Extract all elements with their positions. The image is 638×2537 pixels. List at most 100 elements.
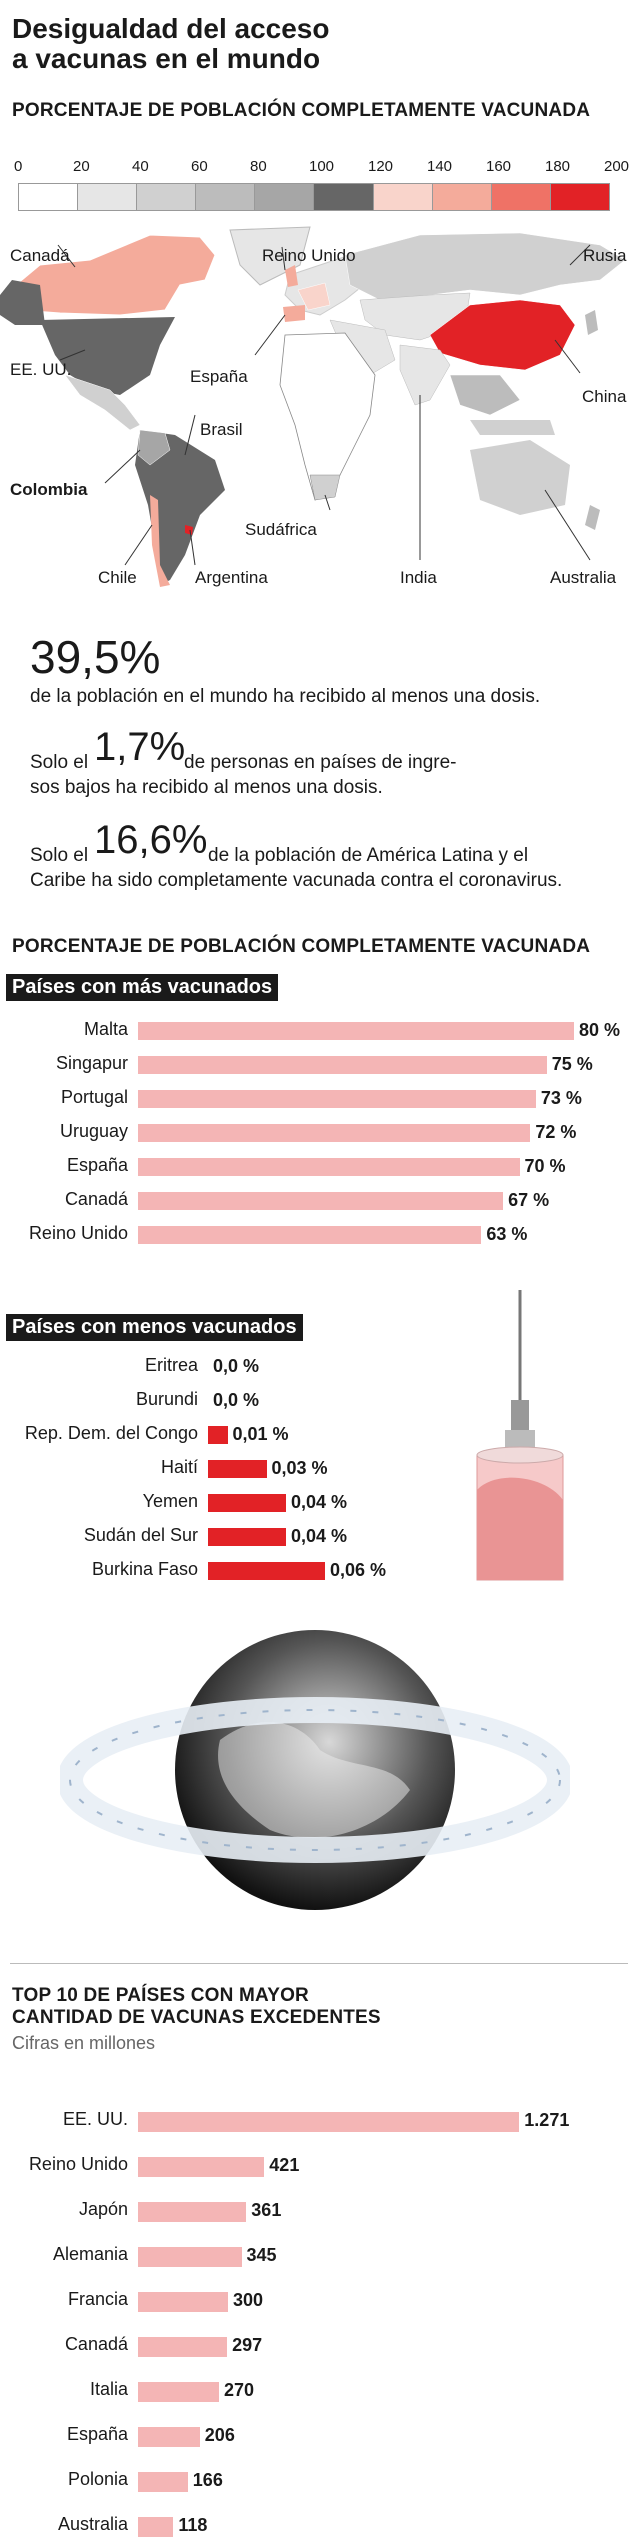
bar-label: Burundi (135, 1389, 198, 1409)
bar-value: 0,03 % (271, 1458, 328, 1478)
map-australia (470, 440, 570, 515)
scale-label: 140 (427, 158, 453, 175)
stat-2-pre: Solo el (30, 752, 89, 773)
bar-value: 80 % (579, 1020, 621, 1040)
bar-label: Japón (78, 2199, 128, 2219)
stat-2-text-1: de personas en países de ingre- (184, 752, 457, 773)
bar-value: 118 (178, 2515, 208, 2535)
bar (138, 2472, 188, 2492)
map-indonesia (470, 420, 555, 435)
bar-label: Rep. Dem. del Congo (24, 1423, 198, 1443)
top10-subtitle: Cifras en millones (12, 2033, 156, 2053)
bar-value: 270 (224, 2380, 255, 2400)
scale-label: 80 (250, 158, 267, 175)
bar-label: Portugal (60, 1087, 128, 1107)
bar (208, 1562, 325, 1580)
bar-value: 1.271 (524, 2110, 570, 2130)
bar-label: Eritrea (144, 1355, 198, 1375)
bar (138, 2337, 228, 2357)
color-scale (18, 183, 610, 211)
bar (138, 2427, 200, 2447)
bar-label: Polonia (67, 2469, 128, 2489)
scale-label: 40 (132, 158, 149, 175)
map-new-zealand (585, 505, 600, 530)
bar (138, 2112, 520, 2132)
bar-label: España (66, 2424, 128, 2444)
map-label-australia: Australia (550, 568, 617, 587)
globe-illustration (60, 1630, 570, 1910)
bar-label: EE. UU. (62, 2109, 128, 2129)
scale-swatch (19, 184, 78, 210)
bars-section-title: PORCENTAJE DE POBLACIÓN COMPLETAMENTE VA… (12, 936, 591, 957)
bar-label: Reino Unido (28, 1223, 128, 1243)
map-label-argentina: Argentina (195, 568, 268, 587)
map-south-africa (309, 474, 341, 501)
bar (138, 2292, 228, 2312)
stat-3-pre: Solo el (30, 845, 89, 866)
bar (138, 1124, 531, 1142)
bar-value: 345 (246, 2245, 277, 2265)
bar-label: Haití (160, 1457, 198, 1477)
bar-value: 297 (232, 2335, 263, 2355)
scale-swatch (431, 184, 491, 210)
bar-value: 206 (204, 2425, 235, 2445)
scale-swatch (549, 184, 609, 210)
bar-label: Francia (67, 2289, 128, 2309)
bar (208, 1426, 228, 1444)
map-label-brazil: Brasil (200, 420, 243, 439)
bar (208, 1460, 267, 1478)
scale-swatch (136, 184, 196, 210)
map-label-spain: España (190, 367, 248, 386)
bar-label: Alemania (52, 2244, 128, 2264)
divider (10, 1963, 628, 1964)
map-west-europe (297, 282, 331, 311)
bar-value: 75 % (551, 1054, 593, 1074)
top10-title-line-2: CANTIDAD DE VACUNAS EXCEDENTES (12, 2007, 381, 2028)
map-greenland (229, 226, 311, 286)
stat-1-value: 39,5% (30, 631, 161, 683)
map-se-asia (449, 374, 521, 416)
scale-label: 120 (368, 158, 394, 175)
stat-2-text-2: sos bajos ha recibido al menos una dosis… (30, 777, 383, 798)
more-vaccinated-tag: Países con más vacunados (6, 974, 279, 1001)
scale-label: 0 (14, 158, 23, 175)
map-label-russia: Rusia (583, 246, 627, 265)
bar-label: Singapur (55, 1053, 128, 1073)
scale-swatch (254, 184, 314, 210)
syringe-illustration (476, 1290, 564, 1581)
less-vaccinated-tag: Países con menos vacunados (6, 1314, 303, 1341)
bar (138, 2517, 174, 2537)
map-uruguay (185, 525, 193, 535)
bar (138, 1090, 536, 1108)
map-label-china: China (582, 387, 627, 406)
scale-label: 60 (191, 158, 208, 175)
bar-value: 421 (269, 2155, 300, 2175)
bar-value: 0,06 % (330, 1560, 387, 1580)
title-line-1: Desigualdad del acceso (12, 13, 330, 44)
title-line-2: a vacunas en el mundo (12, 43, 321, 74)
bar-value: 67 % (508, 1190, 550, 1210)
bar-label: Burkina Faso (91, 1559, 198, 1579)
map-label-usa: EE. UU. (10, 360, 72, 379)
bar-value: 72 % (535, 1122, 577, 1142)
bar-label: Italia (89, 2379, 128, 2399)
bar (138, 1192, 504, 1210)
top10-title: TOP 10 DE PAÍSES CON MAYOR CANTIDAD DE V… (12, 1985, 381, 2029)
bar (138, 2157, 265, 2177)
stat-3-text-1: de la población de América Latina y el (208, 845, 529, 866)
scale-label: 180 (545, 158, 571, 175)
stat-2-value: 1,7% (94, 725, 186, 769)
scale-label: 100 (309, 158, 335, 175)
page-title: Desigualdad del acceso a vacunas en el m… (12, 14, 412, 74)
bar-label: Uruguay (59, 1121, 128, 1141)
bar-value: 0,04 % (291, 1492, 348, 1512)
bar (138, 2382, 219, 2402)
bar (138, 2202, 247, 2222)
bar-value: 0,04 % (291, 1526, 348, 1546)
map-japan (585, 310, 598, 335)
scale-swatch (490, 184, 550, 210)
map-usa (40, 317, 175, 395)
map-chile (150, 495, 170, 587)
bar-label: España (66, 1155, 128, 1175)
bar-label: Reino Unido (28, 2154, 128, 2174)
